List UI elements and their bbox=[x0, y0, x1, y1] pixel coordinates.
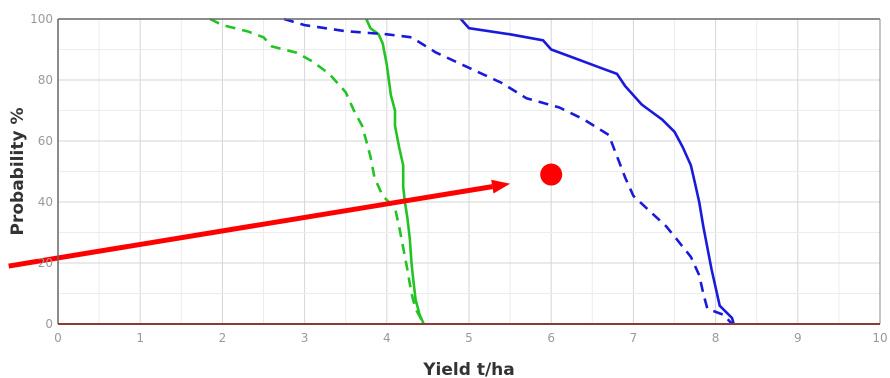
y-tick-label: 20 bbox=[38, 256, 53, 270]
x-tick-label: 5 bbox=[465, 331, 473, 345]
arrow-shaft bbox=[8, 184, 493, 269]
grid-lines bbox=[57, 18, 881, 325]
x-tick-labels: 0 1 2 3 4 5 6 7 8 9 10 bbox=[54, 331, 887, 345]
red-dot-marker bbox=[540, 163, 563, 186]
series-line-4 bbox=[283, 17, 733, 325]
x-axis-label: Yield t/ha bbox=[422, 360, 515, 378]
x-tick-label: 3 bbox=[301, 331, 309, 345]
series-line-3 bbox=[459, 18, 735, 325]
y-tick-labels: 0 20 40 60 80 100 bbox=[30, 12, 53, 331]
x-tick-label: 2 bbox=[219, 331, 227, 345]
plot-frame bbox=[57, 18, 881, 325]
series-line-1 bbox=[365, 18, 425, 325]
annotations-group bbox=[8, 163, 563, 269]
arrow-head bbox=[491, 179, 511, 194]
x-tick-label: 7 bbox=[630, 331, 638, 345]
x-tick-label: 0 bbox=[54, 331, 62, 345]
y-tick-label: 0 bbox=[45, 317, 53, 331]
y-tick-label: 40 bbox=[38, 195, 53, 209]
x-tick-label: 1 bbox=[136, 331, 144, 345]
x-tick-label: 4 bbox=[383, 331, 391, 345]
x-tick-label: 9 bbox=[794, 331, 802, 345]
y-axis-label: Probability % bbox=[8, 108, 28, 236]
y-tick-label: 100 bbox=[30, 12, 53, 26]
series-group bbox=[209, 17, 735, 325]
y-tick-label: 60 bbox=[38, 134, 53, 148]
y-tick-label: 80 bbox=[38, 73, 53, 87]
x-tick-label: 10 bbox=[872, 331, 887, 345]
x-tick-label: 8 bbox=[712, 331, 720, 345]
x-tick-label: 6 bbox=[547, 331, 555, 345]
